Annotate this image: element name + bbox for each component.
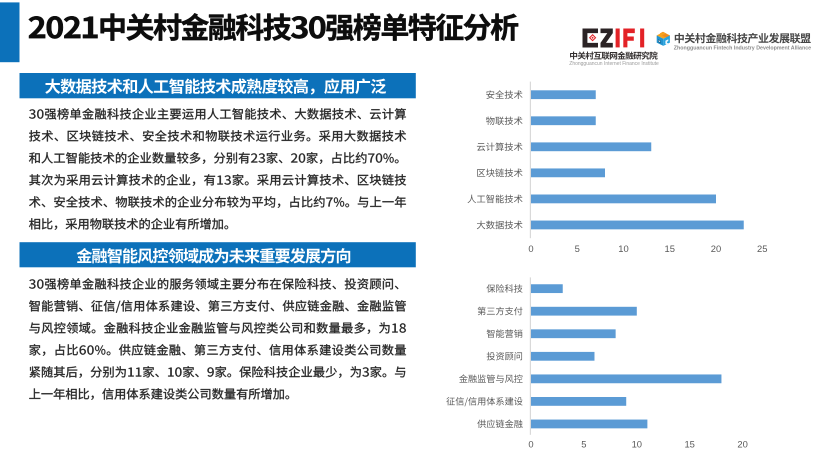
svg-text:5: 5 bbox=[581, 439, 586, 450]
svg-text:0: 0 bbox=[528, 243, 533, 254]
svg-text:0: 0 bbox=[528, 439, 533, 450]
svg-text:10: 10 bbox=[618, 243, 628, 254]
svg-text:10: 10 bbox=[632, 439, 642, 450]
svg-text:20: 20 bbox=[737, 439, 747, 450]
svg-text:Zhongguancun Fintech Industry: Zhongguancun Fintech Industry Developmen… bbox=[674, 46, 811, 52]
svg-text:20: 20 bbox=[711, 243, 721, 254]
svg-text:5: 5 bbox=[575, 243, 580, 254]
svg-text:15: 15 bbox=[684, 439, 694, 450]
svg-text:15: 15 bbox=[665, 243, 675, 254]
svg-text:Zhongguancun Internet Finance: Zhongguancun Internet Finance Institute bbox=[569, 61, 659, 67]
svg-text:25: 25 bbox=[757, 243, 767, 254]
